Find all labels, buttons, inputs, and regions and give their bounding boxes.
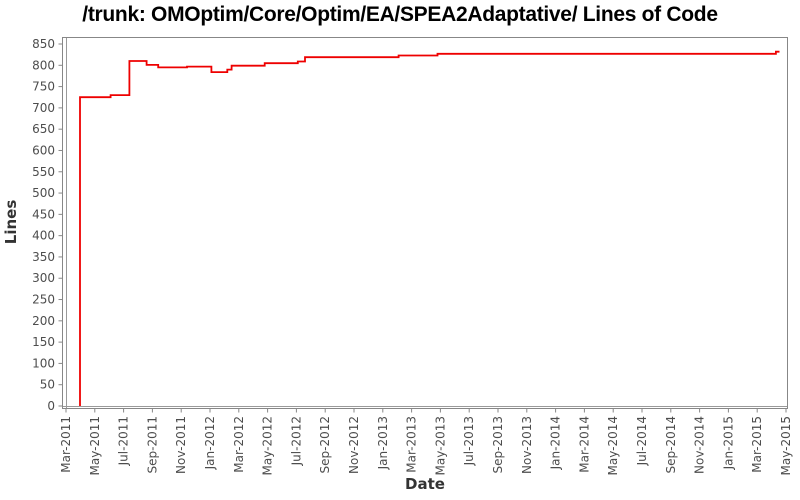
x-tick-label: Jan-2015 bbox=[721, 416, 735, 470]
x-tick-label: Sep-2014 bbox=[664, 416, 678, 474]
y-tick-label: 800 bbox=[32, 58, 55, 72]
y-tick-label: 0 bbox=[47, 399, 55, 413]
y-axis-title: Lines bbox=[2, 200, 20, 245]
x-tick-label: Sep-2013 bbox=[491, 416, 505, 474]
x-tick-label: Jan-2012 bbox=[203, 416, 217, 470]
y-tick-label: 450 bbox=[32, 207, 55, 221]
x-tick-label: Nov-2012 bbox=[347, 416, 361, 474]
x-tick-label: Nov-2014 bbox=[693, 416, 707, 474]
loc-step-line bbox=[79, 50, 780, 406]
y-tick-label: 400 bbox=[32, 229, 55, 243]
x-tick-label: May-2014 bbox=[606, 416, 620, 475]
x-tick-label: Mar-2013 bbox=[405, 416, 419, 473]
x-tick-label: May-2011 bbox=[88, 416, 102, 475]
x-tick-label: Jul-2011 bbox=[117, 416, 131, 466]
x-tick-label: Mar-2011 bbox=[59, 416, 73, 473]
plot-border bbox=[62, 37, 788, 409]
y-tick-label: 250 bbox=[32, 293, 55, 307]
y-tick-label: 50 bbox=[40, 378, 55, 392]
y-tick-label: 750 bbox=[32, 80, 55, 94]
y-axis-ticks: 0 50 100 150 200 250 300 350 400 450 500 550 600 650 7… bbox=[32, 37, 63, 413]
x-tick-label: May-2012 bbox=[261, 416, 275, 475]
y-tick-label: 100 bbox=[32, 356, 55, 370]
x-tick-label: Jul-2014 bbox=[635, 416, 649, 466]
y-tick-label: 200 bbox=[32, 314, 55, 328]
chart-title: /trunk: OMOptim/Core/Optim/EA/SPEA2Adapt… bbox=[82, 3, 718, 26]
y-tick-label: 600 bbox=[32, 143, 55, 157]
x-tick-label: Jan-2014 bbox=[549, 416, 563, 470]
x-tick-label: Jan-2013 bbox=[376, 416, 390, 470]
x-axis-ticks: Mar-2011 May-2011 Jul-2011 Sep-2011 Nov-2011… bbox=[59, 408, 793, 475]
x-tick-label: Sep-2012 bbox=[318, 416, 332, 474]
x-tick-label: Mar-2012 bbox=[232, 416, 246, 473]
y-tick-label: 300 bbox=[32, 271, 55, 285]
y-tick-label: 700 bbox=[32, 101, 55, 115]
x-tick-label: Jul-2013 bbox=[462, 416, 476, 466]
x-tick-label: May-2015 bbox=[779, 416, 793, 475]
x-tick-label: Nov-2013 bbox=[520, 416, 534, 474]
x-tick-label: May-2013 bbox=[433, 416, 447, 475]
y-tick-label: 850 bbox=[32, 37, 55, 51]
y-tick-label: 650 bbox=[32, 122, 55, 136]
y-tick-label: 150 bbox=[32, 335, 55, 349]
x-tick-label: Sep-2011 bbox=[145, 416, 159, 474]
y-tick-label: 350 bbox=[32, 250, 55, 264]
x-tick-label: Mar-2015 bbox=[750, 416, 764, 473]
x-tick-label: Mar-2014 bbox=[577, 416, 591, 473]
y-tick-label: 500 bbox=[32, 186, 55, 200]
x-tick-label: Nov-2011 bbox=[174, 416, 188, 474]
x-axis-title: Date bbox=[405, 475, 445, 493]
y-tick-label: 550 bbox=[32, 165, 55, 179]
x-tick-label: Jul-2012 bbox=[289, 416, 303, 466]
